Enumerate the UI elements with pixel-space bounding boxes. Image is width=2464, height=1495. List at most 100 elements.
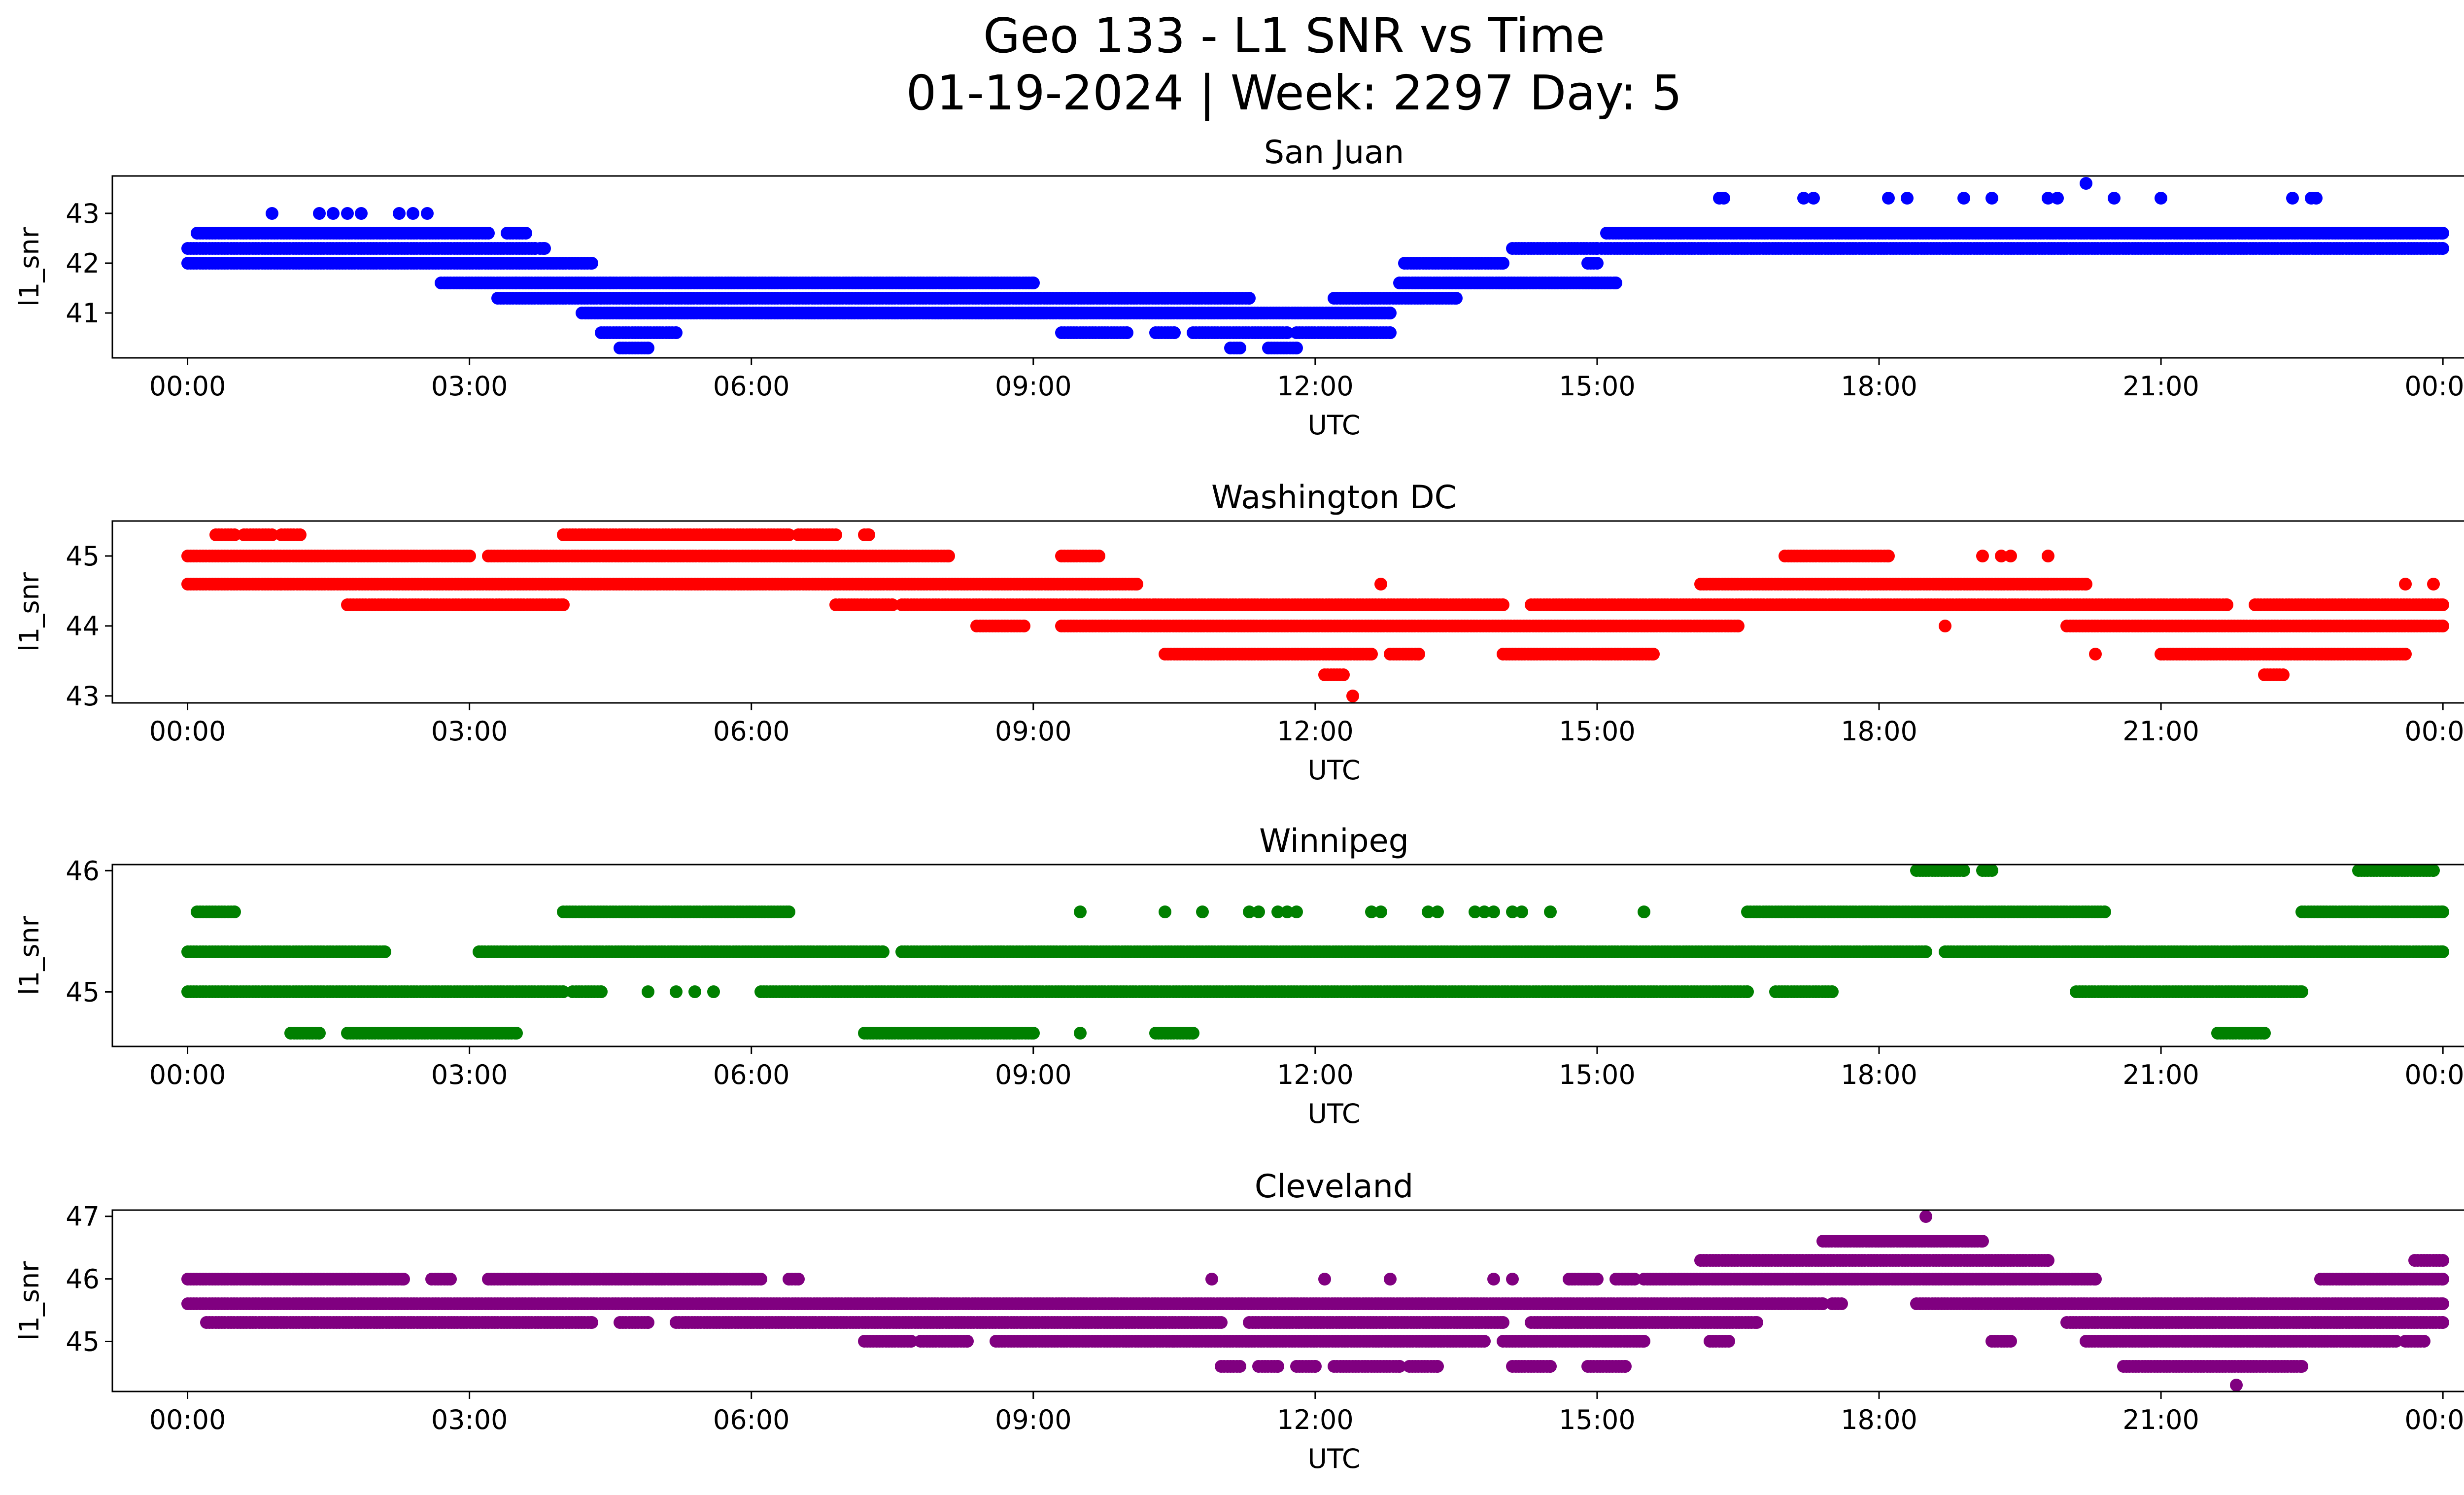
x-tick-label: 21:00 [2122,371,2199,402]
x-tick-label: 06:00 [713,716,790,747]
data-point [886,598,899,611]
data-point [482,227,495,240]
x-tick-label: 15:00 [1559,371,1636,402]
data-point [1450,292,1463,305]
data-point [642,342,654,354]
data-point [2277,668,2290,681]
data-points [181,528,2449,702]
data-point [2399,578,2412,591]
data-point [2080,578,2092,591]
data-point [228,528,241,541]
data-point [2051,192,2064,205]
x-tick-label: 03:00 [431,716,508,747]
y-tick-label: 43 [66,681,100,712]
data-point [1647,648,1660,661]
data-point [2042,550,2054,562]
subplot-title: San Juan [1264,134,1404,171]
y-axis-label: l1_snr [14,227,45,307]
data-point [1957,864,1970,877]
data-point [1957,192,1970,205]
data-point [341,207,354,220]
data-point [1976,550,1989,562]
data-point [557,598,570,611]
data-point [1130,578,1143,591]
axes-frame [111,175,2464,359]
y-axis-label: l1_snr [14,572,45,652]
figure-title-line1: Geo 133 - L1 SNR vs Time [983,8,1605,64]
data-point [2080,177,2092,190]
x-axis-label: UTC [1307,755,1360,786]
data-point [2042,192,2054,205]
x-tick-label: 00:00 [149,716,226,747]
data-point [1939,620,1951,632]
data-point [1497,598,1509,611]
x-axis-label: UTC [1307,410,1360,441]
y-tick-label: 43 [66,198,100,229]
x-tick-label: 03:00 [431,371,508,402]
data-point [2436,598,2449,611]
data-point [1121,326,1133,339]
data-point [1027,277,1040,289]
data-point [2399,648,2412,661]
data-point [421,207,434,220]
x-tick-label: 12:00 [1277,371,1354,402]
data-point [1985,864,1998,877]
data-point [1497,257,1509,270]
data-point [2004,550,2017,562]
x-tick-label: 15:00 [1559,716,1636,747]
data-point [1384,326,1397,339]
data-point [942,550,955,562]
data-point [1732,620,1745,632]
data-point [585,257,598,270]
data-point [1807,192,1820,205]
x-tick-label: 00:00 [2404,371,2464,402]
x-tick-label: 09:00 [995,716,1072,747]
data-point [1384,307,1397,319]
data-point [1412,648,1425,661]
subplot-title: Washington DC [1211,479,1457,516]
data-point [1717,192,1730,205]
data-point [1901,192,1914,205]
data-point [2427,578,2440,591]
y-tick-label: 42 [66,248,100,279]
data-point [1882,550,1895,562]
y-tick-label: 45 [66,541,100,572]
data-point [266,207,278,220]
x-tick-label: 21:00 [2122,716,2199,747]
data-points [181,177,2449,354]
data-point [266,528,278,541]
data-point [313,207,326,220]
data-point [2436,905,2449,918]
data-point [327,207,340,220]
x-tick-label: 18:00 [1841,716,1917,747]
data-point [1290,342,1303,354]
data-point [519,227,532,240]
data-point [1281,326,1294,339]
x-tick-label: 00:00 [2404,716,2464,747]
data-point [1609,277,1622,289]
data-point [1919,945,1932,958]
data-point [2286,192,2299,205]
data-point [1365,648,1378,661]
y-tick-label: 41 [66,298,100,329]
data-point [829,528,842,541]
data-point [2436,242,2449,255]
data-point [294,528,307,541]
data-point [407,207,419,220]
data-point [2098,905,2111,918]
data-point [1797,192,1810,205]
y-tick-label: 44 [66,611,100,642]
data-point [2089,648,2102,661]
data-point [1374,578,1387,591]
x-tick-label: 06:00 [713,371,790,402]
data-point [1233,342,1246,354]
data-point [1168,326,1181,339]
data-point [1018,620,1030,632]
data-point [463,550,476,562]
data-point [1337,668,1350,681]
x-axis: 00:00 03:00 06:00 09:00 12:00 15:00 18:00 21:00… [149,358,2464,402]
data-point [862,528,875,541]
data-point [1093,550,1105,562]
